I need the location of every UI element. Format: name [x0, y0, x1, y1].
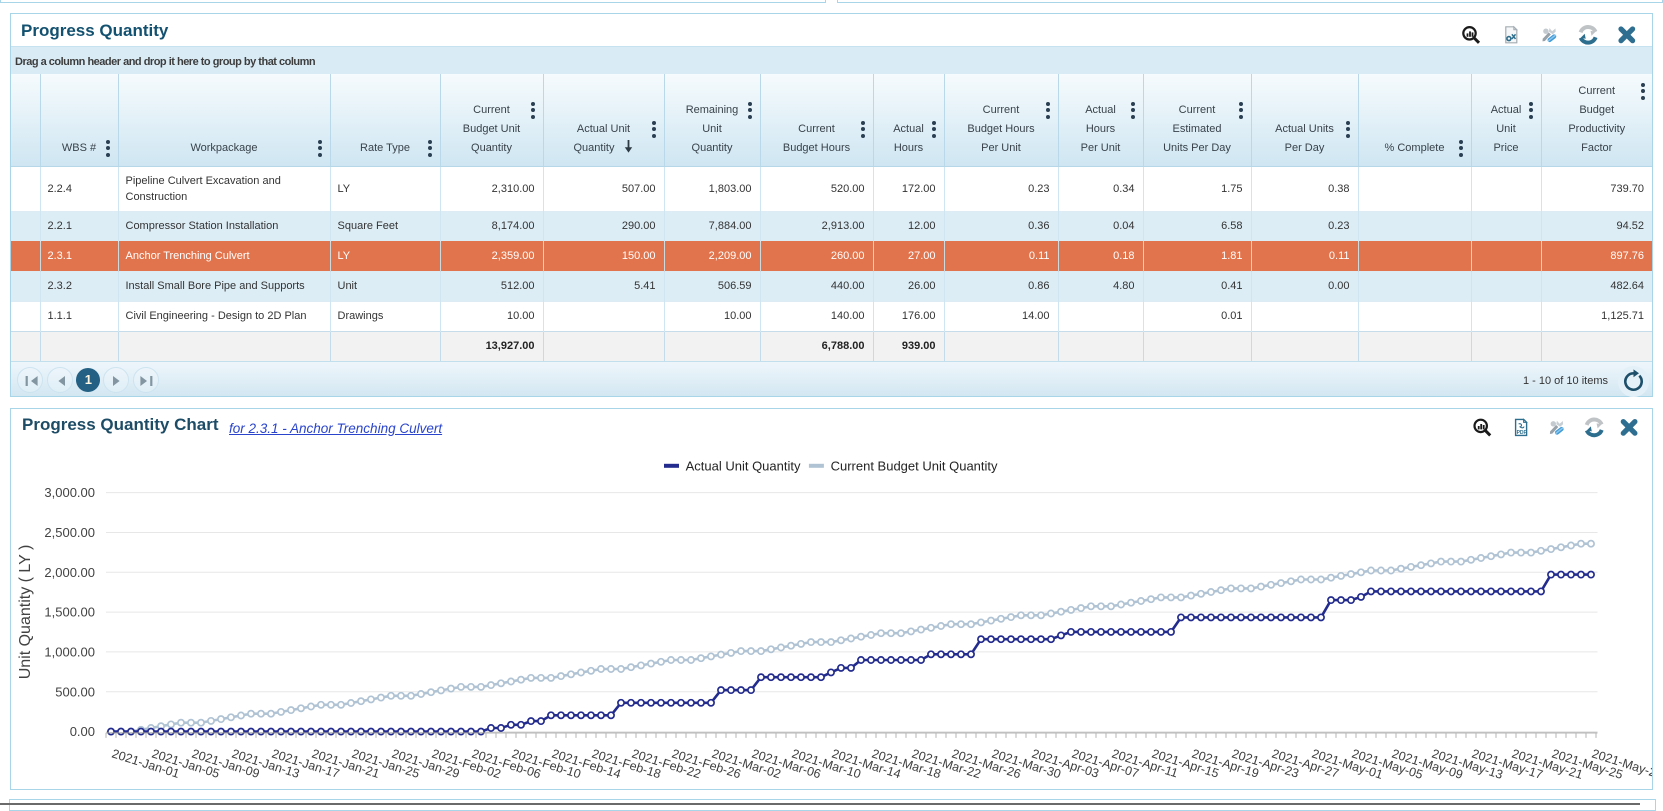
svg-text:PDF: PDF: [1517, 430, 1527, 436]
svg-text:1,500.00: 1,500.00: [44, 605, 95, 620]
svg-text:Unit Quantity ( LY ): Unit Quantity ( LY ): [17, 545, 34, 680]
svg-text:2,500.00: 2,500.00: [44, 525, 95, 540]
svg-text:Actual Unit Quantity: Actual Unit Quantity: [686, 458, 801, 473]
svg-text:1,000.00: 1,000.00: [44, 644, 95, 659]
svg-text:500.00: 500.00: [55, 684, 95, 699]
svg-text:Current Budget Unit Quantity: Current Budget Unit Quantity: [831, 458, 998, 473]
svg-text:3,000.00: 3,000.00: [44, 485, 95, 500]
svg-text:0.00: 0.00: [70, 724, 95, 739]
svg-text:2,000.00: 2,000.00: [44, 565, 95, 580]
